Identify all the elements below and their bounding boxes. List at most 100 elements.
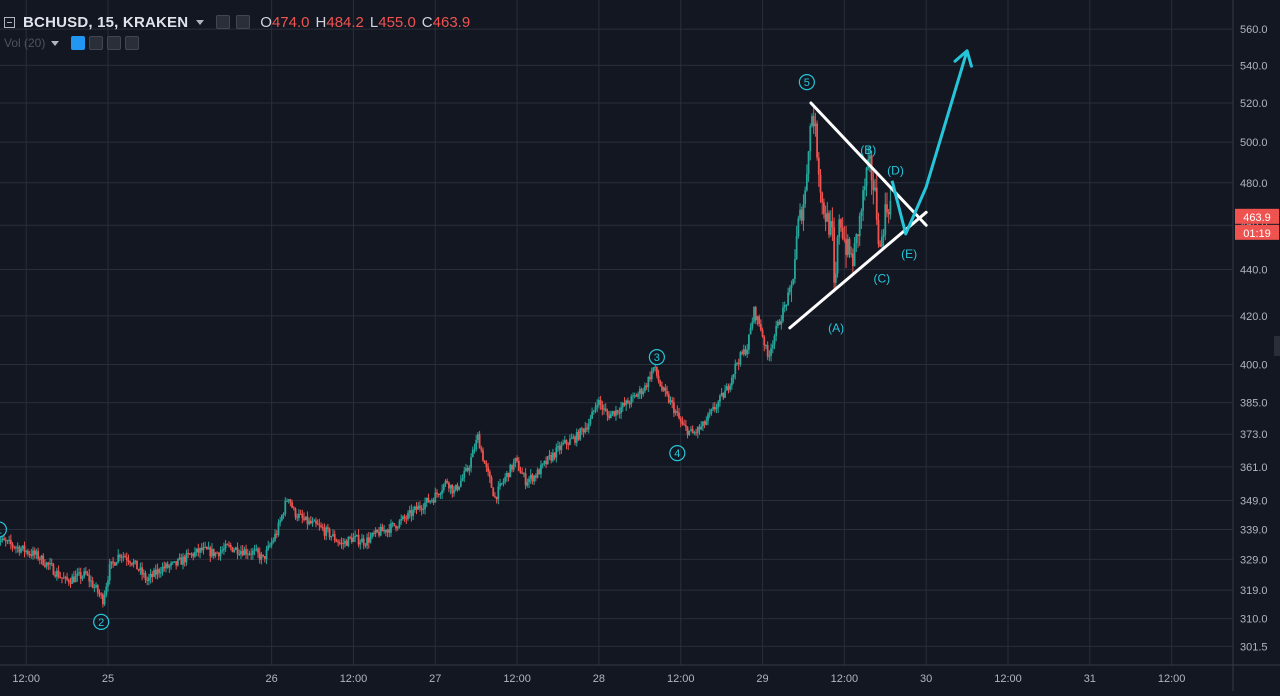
candle-body [205, 546, 208, 550]
candle-body [635, 395, 638, 397]
candle-body [190, 553, 193, 555]
candle-body [229, 545, 232, 548]
candle-body [50, 563, 53, 565]
candle-body [279, 520, 282, 523]
volume-label[interactable]: Vol (20) [4, 36, 46, 50]
symbol-title[interactable]: BCHUSD, 15, KRAKEN [23, 13, 189, 31]
volume-more-icon[interactable] [125, 36, 140, 50]
candle-body [422, 508, 425, 510]
candle-body [151, 573, 154, 577]
candle-body [376, 529, 379, 532]
candle-body [25, 550, 28, 552]
candle-body [625, 400, 628, 406]
scroll-handle[interactable] [1274, 336, 1280, 356]
candle-body [850, 253, 853, 255]
chevron-down-icon[interactable] [196, 19, 205, 25]
candle-body [638, 389, 641, 394]
candle-body [824, 213, 827, 222]
wave-label-circle [669, 445, 686, 462]
candle-body [730, 377, 733, 386]
candle-body [274, 533, 276, 541]
wave-label: 5 [804, 77, 810, 89]
candle-body [879, 244, 882, 247]
candle-body [863, 186, 866, 191]
candle-body [633, 395, 636, 397]
candle-body [826, 212, 829, 222]
candle-body [424, 502, 426, 509]
ohlc-value-high: 484.2 [326, 13, 364, 31]
candle-body [630, 396, 633, 405]
candle-body [521, 473, 524, 475]
volume-chevron-icon[interactable] [51, 40, 60, 46]
wave-label: (C) [874, 272, 891, 286]
y-tick-label: 500.0 [1240, 137, 1268, 149]
candle-body [456, 484, 459, 490]
candle-body [231, 547, 234, 552]
candle-body [652, 367, 655, 371]
candle-body [616, 410, 619, 413]
candle-body [577, 432, 580, 440]
candle-body [693, 432, 696, 434]
candle-body [788, 287, 791, 293]
wave-label-circle [0, 521, 8, 538]
countdown-tag [1235, 224, 1279, 240]
candle-body [526, 482, 529, 486]
candle-body [420, 508, 423, 510]
candle-body [833, 227, 836, 283]
candle-body [134, 560, 137, 562]
candle-body [298, 513, 300, 518]
candle-body [584, 427, 587, 433]
volume-settings-icon[interactable] [89, 36, 104, 50]
candle-body [441, 490, 443, 494]
candle-body [337, 541, 340, 543]
visibility-icon[interactable] [236, 15, 251, 29]
x-tick-label: 12:00 [667, 673, 695, 685]
candle-body [557, 445, 559, 448]
candle-body [430, 500, 433, 502]
candle-body [28, 553, 31, 555]
candle-body [354, 535, 357, 538]
y-tick-label: 540.0 [1240, 60, 1268, 72]
settings-icon[interactable] [216, 15, 231, 29]
candle-body [378, 531, 380, 536]
candle-body [148, 577, 150, 581]
wave-label: (D) [887, 163, 904, 177]
candle-body [71, 576, 74, 584]
y-tick-label: 373.0 [1240, 429, 1268, 441]
volume-remove-icon[interactable] [107, 36, 122, 50]
projection-path[interactable] [890, 50, 969, 236]
candle-body [712, 406, 715, 410]
candle-body [659, 380, 662, 387]
candle-body [749, 327, 752, 335]
candle-body [773, 335, 776, 345]
eye-icon[interactable] [71, 36, 86, 50]
candle-body [95, 585, 97, 588]
candle-body [86, 573, 89, 575]
candle-body [519, 470, 522, 474]
candle-body [814, 123, 817, 127]
chart-legend: BCHUSD, 15, KRAKEN O474.0 H484.2 L455.0 … [4, 12, 470, 32]
candle-body [211, 548, 213, 557]
candle-body [309, 520, 312, 524]
candle-body [379, 526, 382, 536]
candle-body [132, 561, 135, 565]
candle-body [369, 536, 372, 543]
candle-body [188, 553, 191, 555]
candle-body [454, 484, 457, 491]
x-tick-label: 12:00 [12, 673, 40, 685]
collapse-icon[interactable] [4, 16, 15, 28]
trendline[interactable] [788, 210, 928, 330]
candle-body [362, 538, 365, 545]
trendline[interactable] [809, 101, 928, 227]
candle-body [567, 444, 570, 446]
candle-body [349, 536, 351, 538]
candle-body [59, 577, 62, 579]
candle-body [582, 429, 585, 433]
candle-body [657, 375, 660, 381]
y-tick-label: 400.0 [1240, 360, 1268, 372]
drawings[interactable] [788, 49, 973, 330]
candle-body [437, 493, 440, 495]
